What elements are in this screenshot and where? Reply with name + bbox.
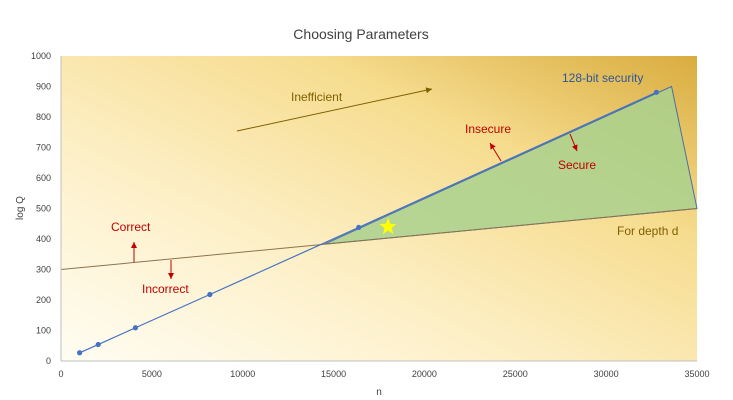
x-tick-label: 0: [58, 369, 63, 379]
star-marker: [379, 217, 397, 235]
y-tick-label: 900: [36, 82, 51, 92]
lines-layer: [60, 91, 698, 354]
security-point: [95, 341, 101, 348]
y-tick-label: 100: [36, 326, 51, 336]
y-tick-label: 0: [46, 356, 51, 366]
secure-label: Secure: [558, 158, 596, 172]
security-point: [77, 350, 83, 356]
y-tick-label: 1000: [31, 51, 51, 61]
y-tick-label: 700: [36, 143, 51, 153]
y-tick-label: 800: [36, 112, 51, 122]
security-series-label: 128-bit security: [562, 71, 643, 85]
correctness-line: [60, 208, 698, 270]
y-tick-label: 600: [36, 173, 51, 183]
chart-title: Choosing Parameters: [293, 26, 428, 42]
x-tick-label: 30000: [594, 369, 619, 379]
insecure-arrow: [489, 142, 502, 162]
x-tick-label: 35000: [684, 369, 709, 379]
points-layer: [77, 89, 660, 356]
y-tick-label: 300: [36, 265, 51, 275]
annotation-layer: 128-bit security Inefficient Insecure Secur…: [111, 71, 678, 296]
correct-label: Correct: [111, 220, 151, 234]
secure-arrow: [569, 133, 578, 152]
x-axis-label: n: [376, 387, 382, 398]
insecure-label: Insecure: [465, 122, 511, 136]
axis-layer: 0 5000 10000 15000 20000 25000 30000 35000 0 100 2…: [31, 51, 710, 379]
y-tick-label: 500: [36, 204, 51, 214]
depth-label: For depth d: [617, 224, 678, 238]
security-point: [207, 291, 213, 298]
inefficient-arrow: [236, 87, 433, 132]
x-tick-label: 20000: [412, 369, 437, 379]
inefficient-label: Inefficient: [291, 90, 343, 104]
x-tick-label: 10000: [230, 369, 255, 379]
x-tick-label: 5000: [142, 369, 162, 379]
y-axis-label: log Q: [15, 196, 26, 220]
y-tick-label: 400: [36, 234, 51, 244]
security-line: [79, 91, 657, 354]
y-tick-label: 200: [36, 295, 51, 305]
security-point: [653, 89, 660, 95]
security-point: [132, 325, 139, 331]
x-tick-label: 15000: [321, 369, 346, 379]
x-tick-label: 25000: [503, 369, 528, 379]
security-point: [356, 224, 362, 231]
incorrect-label: Incorrect: [142, 282, 189, 296]
